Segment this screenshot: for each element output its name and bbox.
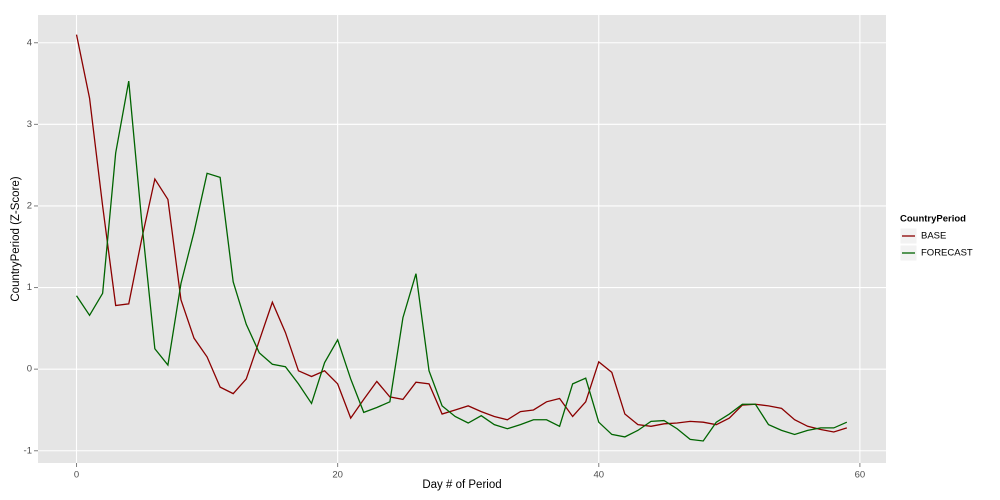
legend-label: BASE (921, 231, 946, 242)
legend-label: FORECAST (921, 248, 973, 259)
y-tick-label: 0 (27, 364, 32, 375)
series-line (75, 80, 848, 442)
series-line (75, 34, 848, 433)
x-tick-label: 0 (74, 470, 79, 481)
plot-panel (38, 15, 886, 463)
y-axis-title: CountryPeriod (Z-Score) (10, 176, 22, 301)
y-tick-label: -1 (24, 445, 32, 456)
y-tick-label: 3 (27, 119, 32, 130)
legend-title: CountryPeriod (900, 214, 966, 225)
x-tick-label: 20 (332, 470, 343, 481)
y-tick-label: 2 (27, 200, 32, 211)
x-tick-label: 60 (855, 470, 866, 481)
x-axis-title: Day # of Period (422, 479, 501, 491)
x-tick-label: 40 (593, 470, 604, 481)
y-tick-label: 1 (27, 282, 32, 293)
y-tick-label: 4 (27, 37, 32, 48)
